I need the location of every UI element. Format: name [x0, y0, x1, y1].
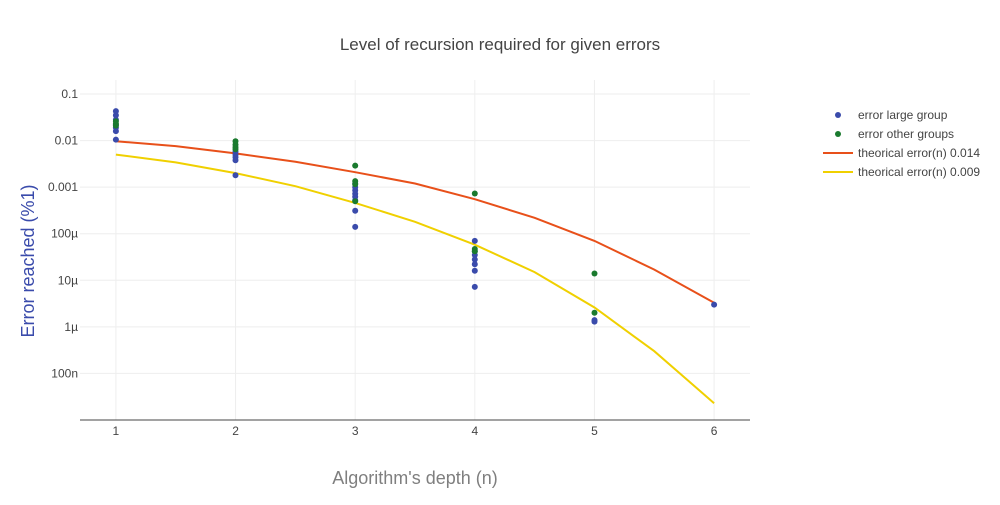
legend-label: error other groups — [858, 127, 954, 141]
y-tick-label: 100n — [51, 366, 78, 380]
data-point[interactable] — [471, 267, 478, 274]
data-point[interactable] — [112, 108, 119, 115]
y-tick-label: 0.1 — [61, 87, 78, 101]
data-point[interactable] — [232, 172, 239, 179]
x-tick-label: 1 — [113, 424, 120, 438]
y-tick-label: 0.01 — [55, 134, 79, 148]
data-point[interactable] — [471, 190, 478, 197]
x-axis-title: Algorithm's depth (n) — [332, 468, 498, 488]
legend-item[interactable]: error large group — [835, 108, 948, 122]
x-tick-label: 4 — [471, 424, 478, 438]
data-point[interactable] — [352, 223, 359, 230]
y-tick-label: 100µ — [51, 227, 78, 241]
x-tick-label: 6 — [711, 424, 718, 438]
data-point[interactable] — [471, 256, 478, 263]
legend-label: theorical error(n) 0.009 — [858, 165, 980, 179]
legend-label: theorical error(n) 0.014 — [858, 146, 980, 160]
series-layer — [112, 108, 718, 404]
data-point[interactable] — [591, 309, 598, 316]
data-point[interactable] — [112, 136, 119, 143]
data-point[interactable] — [352, 207, 359, 214]
data-point[interactable] — [591, 318, 598, 325]
data-point[interactable] — [352, 162, 359, 169]
legend-item[interactable]: theorical error(n) 0.009 — [823, 165, 980, 179]
x-tick-label: 2 — [232, 424, 239, 438]
data-point[interactable] — [232, 157, 239, 164]
data-point[interactable] — [471, 248, 478, 255]
legend-item[interactable]: error other groups — [835, 127, 954, 141]
series-line — [115, 153, 715, 404]
y-tick-label: 10µ — [58, 273, 78, 287]
data-point[interactable] — [232, 146, 239, 153]
legend-label: error large group — [858, 108, 948, 122]
legend[interactable]: error large group error other groups theor… — [823, 108, 980, 179]
data-point[interactable] — [471, 283, 478, 290]
data-point[interactable] — [112, 122, 119, 129]
x-tick-label: 3 — [352, 424, 359, 438]
data-point[interactable] — [711, 301, 718, 308]
legend-marker — [835, 112, 841, 118]
y-tick-label: 0.001 — [48, 180, 78, 194]
chart-title: Level of recursion required for given er… — [340, 35, 660, 54]
axis-layer: 100n 1µ 10µ 100µ 0.001 0.01 0.1 1 2 3 4 5 6 — [48, 87, 750, 438]
y-tick-label: 1µ — [64, 320, 78, 334]
x-tick-label: 5 — [591, 424, 598, 438]
legend-item[interactable]: theorical error(n) 0.014 — [823, 146, 980, 160]
data-point[interactable] — [352, 181, 359, 188]
data-point[interactable] — [591, 270, 598, 277]
data-point[interactable] — [112, 128, 119, 135]
y-axis-title: Error reached (%1) — [18, 184, 38, 337]
data-point[interactable] — [112, 112, 119, 119]
data-point[interactable] — [471, 261, 478, 268]
data-point[interactable] — [471, 237, 478, 244]
series-line — [115, 140, 715, 304]
legend-marker — [835, 131, 841, 137]
data-point[interactable] — [352, 198, 359, 205]
grid-layer — [80, 80, 750, 420]
